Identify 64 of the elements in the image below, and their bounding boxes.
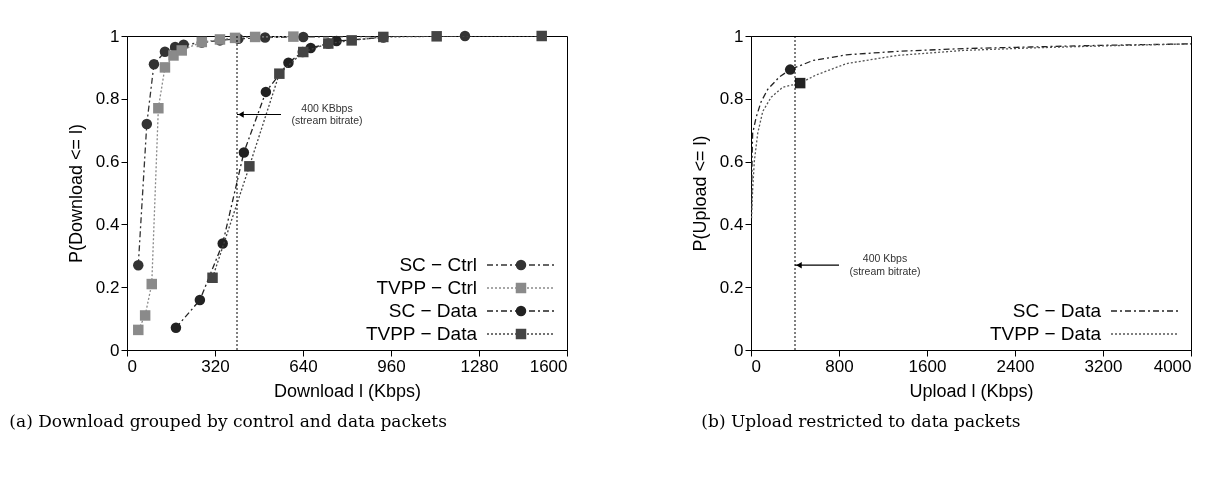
x-tick-label: 2400 (996, 356, 1035, 376)
y-tick-label: 0 (110, 340, 120, 360)
legend-label: SC − Data (388, 300, 478, 321)
y-tick-label: 0.2 (95, 277, 120, 297)
point (459, 30, 471, 42)
x-tick-label: 320 (201, 356, 230, 376)
point (153, 102, 164, 114)
point (244, 161, 255, 172)
point (283, 57, 294, 68)
x-tick-label: 1600 (529, 356, 568, 376)
point (146, 278, 157, 290)
point (260, 86, 272, 98)
point (259, 32, 271, 43)
x-tick-label: 1280 (460, 356, 499, 376)
point (238, 147, 250, 158)
y-tick-label: 0.4 (719, 214, 744, 234)
y-tick-label: 0.6 (95, 152, 120, 172)
y-tick-label: 1 (734, 26, 744, 46)
y-tick-label: 0 (734, 340, 744, 360)
x-tick-label: 4000 (1153, 356, 1192, 376)
y-tick-label: 1 (110, 26, 120, 46)
point (249, 31, 261, 43)
point (431, 31, 442, 42)
point (148, 59, 160, 70)
point (176, 45, 187, 56)
point (159, 62, 171, 73)
point (194, 294, 206, 306)
point (274, 68, 285, 79)
legend-label: TVPP − Data (989, 323, 1102, 344)
annotation: 400 KBbps (stream bitrate) (291, 101, 363, 126)
y-tick-label: 0.2 (719, 277, 744, 297)
y-axis-title: P(Download <= l) (65, 123, 86, 264)
point (217, 238, 228, 249)
annotation: 400 Kbps (stream bitrate) (849, 252, 921, 277)
point (141, 118, 153, 130)
x-tick-label: 0 (127, 356, 137, 376)
y-tick-label: 0.8 (719, 89, 744, 109)
point (298, 31, 309, 43)
x-tick-label: 1600 (908, 356, 947, 376)
x-axis-title: Download l (Kbps) (273, 380, 422, 401)
text: (a) Download grouped by control and data packets (9, 411, 447, 431)
point (170, 322, 182, 333)
y-tick-label: 0.4 (95, 214, 120, 234)
y-tick-label: 0.6 (719, 152, 744, 172)
point (536, 30, 547, 42)
text: (b) Upload restricted to data packets (701, 411, 1021, 431)
point (207, 272, 218, 284)
point (133, 324, 144, 336)
y-axis-title: P(Upload <= l) (689, 135, 710, 252)
x-tick-label: 3200 (1084, 356, 1123, 376)
legend-label: SC − Data (1012, 300, 1102, 321)
point (288, 31, 299, 42)
y-tick-label: 0.8 (95, 89, 120, 109)
point (346, 35, 357, 46)
x-tick-label: 800 (825, 356, 854, 376)
x-tick-label: 640 (289, 356, 318, 376)
point (133, 259, 144, 271)
x-tick-label: 0 (751, 356, 761, 376)
legend-label: TVPP − Ctrl (376, 277, 477, 298)
legend-label: TVPP − Data (365, 323, 478, 344)
x-axis-title: Upload l (Kbps) (909, 380, 1034, 401)
point (139, 310, 151, 321)
x-tick-label: 960 (377, 356, 406, 376)
legend-label: SC − Ctrl (399, 254, 477, 275)
